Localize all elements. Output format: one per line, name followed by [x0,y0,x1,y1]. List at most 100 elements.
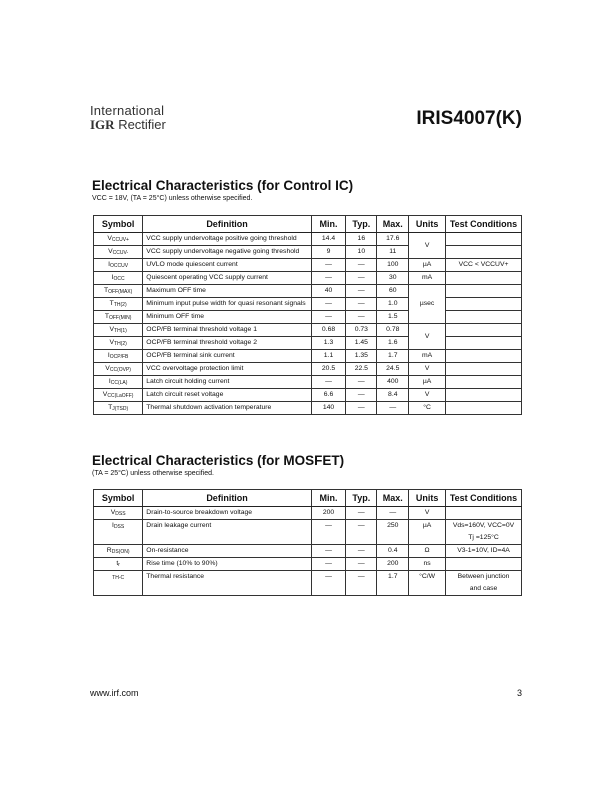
definition-cell: Minimum OFF time [142,310,312,324]
symbol-subscript: CCUV+ [111,237,129,243]
test-conditions-cell [445,310,522,324]
max-cell: 400 [376,375,410,389]
definition-cell: Latch circuit holding current [142,375,312,389]
column-header: Definition [142,489,312,507]
max-cell: 30 [376,271,410,285]
max-cell: 250 [376,519,410,545]
test-conditions-cell [445,557,522,571]
company-logo: International IGR Rectifier [90,104,166,132]
symbol-base: I [108,261,111,268]
typ-cell: — [345,297,378,311]
symbol-subscript: r [118,562,120,568]
symbol-cell: VTH(1) [92,323,144,337]
table-row: TH-C Thermal resistance — —1.7 °C/W Between j… [92,570,522,596]
min-cell: 9 [310,245,347,259]
test-conditions-cell [445,349,522,363]
test-condition-line: Between junction [457,573,510,580]
header-row: Symbol Definition Min. Typ. Max. Units Test Co… [92,215,522,233]
test-condition-line: Tj =125°C [468,534,499,541]
test-conditions-cell [445,362,522,376]
max-cell: 8.4 [376,388,410,402]
table-row: RDS(ON) On-resistance — —0.4 Ω V3-1=10V, ID=4… [92,544,522,558]
column-header: Min. [310,489,347,507]
logo-word: Rectifier [118,117,166,132]
definition-cell: Maximum OFF time [142,284,312,298]
table-row: VCCUV- VCC supply undervoltage negative g… [92,245,522,259]
definition-cell: VCC supply undervoltage positive going t… [142,232,312,246]
test-conditions-cell [445,297,522,311]
symbol-cell: tr [92,557,144,571]
units-cell: °C/W [408,570,447,596]
symbol-cell: RDS(ON) [92,544,144,558]
definition-cell: OCP/FB terminal threshold voltage 2 [142,336,312,350]
mosfet-table: Symbol Definition Min. Typ. Max. Units Test Co… [92,489,522,596]
symbol-base: T [103,287,109,294]
definition-cell: Latch circuit reset voltage [142,388,312,402]
symbol-base: I [108,378,111,385]
symbol-subscript: OFF(MIN) [108,315,132,321]
min-cell: — [310,375,347,389]
min-cell: — [310,258,347,272]
units-cell: V [408,388,447,402]
min-cell: — [310,557,347,571]
control-ic-table: Symbol Definition Min. Typ. Max. Units Test Co… [92,215,522,415]
min-cell: 1.3 [310,336,347,350]
min-cell: 0.68 [310,323,347,337]
definition-cell: On-resistance [142,544,312,558]
definition-cell: Thermal shutdown activation temperature [142,401,312,415]
symbol-subscript: OCCUV [110,263,129,269]
symbol-subscript: TH(2) [114,341,127,347]
symbol-subscript: CC(OVP) [109,367,131,373]
min-cell: 20.5 [310,362,347,376]
units-cell: °C [408,401,447,415]
symbol-cell: VTH(2) [92,336,144,350]
table-row: IOCP/FB OCP/FB terminal sink current 1.1 1.… [92,349,522,363]
test-conditions-cell [445,388,522,402]
symbol-base: V [109,339,115,346]
max-cell: 1.0 [376,297,410,311]
symbol-subscript: CC(LA) [110,380,128,386]
min-cell: 140 [310,401,347,415]
typ-cell: — [345,271,378,285]
max-cell: 1.5 [376,310,410,324]
symbol-base: t [116,560,119,567]
typ-cell: 16 [345,232,378,246]
symbol-base: V [107,235,112,242]
max-cell: 17.6 [376,232,410,246]
min-cell: 200 [310,506,347,520]
mosfet-section-title: Electrical Characteristics (for MOSFET) [92,453,345,468]
symbol-base: R [106,547,112,554]
test-conditions-cell [445,271,522,285]
symbol-cell: IOCC [92,271,144,285]
test-conditions-cell [445,232,522,246]
symbol-base: V [105,365,110,372]
typ-cell: — [345,570,378,596]
typ-cell: 22.5 [345,362,378,376]
symbol-base: I [112,522,114,529]
typ-cell: — [345,506,378,520]
symbol-cell: VDSS [92,506,144,520]
logo-mark: IGR [90,117,115,132]
column-header: Max. [376,215,410,233]
footer-url: www.irf.com [90,688,139,698]
min-cell: 6.6 [310,388,347,402]
max-cell: 24.5 [376,362,410,376]
symbol-subscript: OCC [113,276,125,282]
typ-cell: — [345,544,378,558]
symbol-base: V [109,326,115,333]
typ-cell: 10 [345,245,378,259]
test-condition-line: and case [469,585,498,592]
test-conditions-cell [445,336,522,350]
table-row: ICC(LA) Latch circuit holding current — —40… [92,375,522,389]
test-conditions-cell [445,284,522,298]
symbol-cell: IDSS [92,519,144,545]
test-conditions-cell [445,401,522,415]
column-header: Test Conditions [445,489,522,507]
table-row: TTH(2) Minimum input pulse width for quas… [92,297,522,311]
table-row: tr Rise time (10% to 90%) — —200 ns [92,557,522,571]
table-row: IOCCUV UVLO mode quiescent current — —100 µA… [92,258,522,272]
symbol-cell: TTH(2) [92,297,144,311]
table-row: VTH(1) OCP/FB terminal threshold voltage … [92,323,522,350]
test-conditions-cell [445,323,522,337]
